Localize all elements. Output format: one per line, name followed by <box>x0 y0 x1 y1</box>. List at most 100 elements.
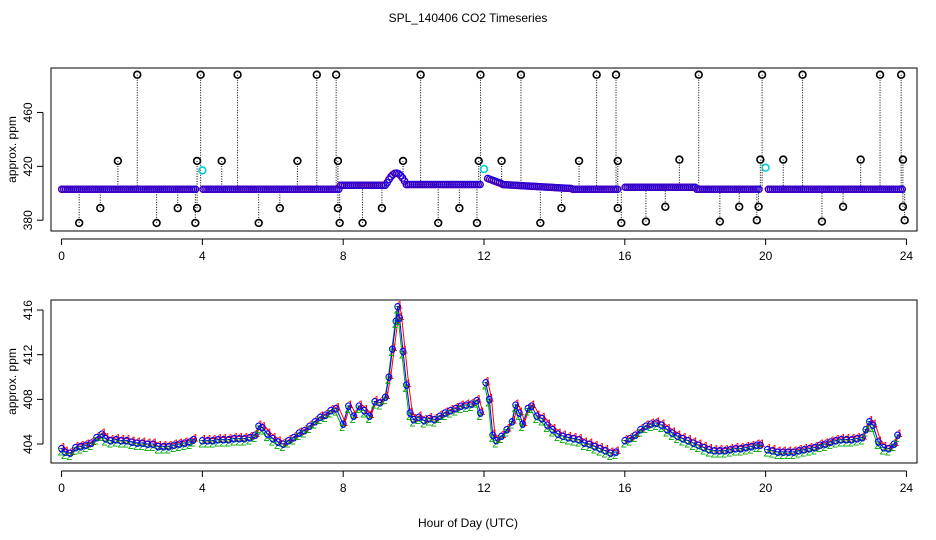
bottom-series-1-label: 1 <box>536 409 542 421</box>
bottom-series-2-label: 2 <box>431 417 437 429</box>
bottom-series-3-label: 3 <box>653 418 659 430</box>
bottom-series-2-label: 2 <box>355 404 361 416</box>
bottom-series-1-label: 1 <box>772 444 778 456</box>
bottom-x-axis: 0 4 8 12 16 20 24 <box>58 470 913 495</box>
top-x-tick-label: 0 <box>58 249 65 263</box>
bottom-series-3-label: 3 <box>555 429 561 441</box>
bottom-series-1-label: 1 <box>865 423 871 435</box>
top-outlier-marker <box>735 202 744 211</box>
bottom-series-2-label: 2 <box>559 434 565 446</box>
top-outlier-marker <box>875 70 885 79</box>
top-outlier-marker <box>196 70 205 79</box>
bottom-series-2-label: 2 <box>87 441 93 453</box>
bottom-series-2-label: 2 <box>570 436 576 448</box>
bottom-series-3-label: 3 <box>576 435 582 447</box>
bottom-x-tick-label: 8 <box>340 481 347 495</box>
bottom-series-3-label: 3 <box>210 436 216 448</box>
top-y-axis: 380 420 460 <box>21 102 44 230</box>
bottom-series-3-label: 3 <box>844 435 850 447</box>
bottom-series-3-label: 3 <box>458 401 464 413</box>
top-outlier-marker <box>398 156 408 166</box>
bottom-series-3-label: 3 <box>680 433 686 445</box>
bottom-series-1-label: 1 <box>391 342 397 354</box>
bottom-series-2-label: 2 <box>689 441 695 453</box>
bottom-series-2-label: 2 <box>181 441 187 453</box>
bottom-series-1-label: 1 <box>314 415 320 427</box>
bottom-x-tick-label: 0 <box>58 481 65 495</box>
bottom-series-2-label: 2 <box>117 439 123 451</box>
bottom-point-marker <box>848 436 856 444</box>
bottom-series-2-label: 2 <box>492 439 498 451</box>
bottom-series-1-label: 1 <box>877 435 883 447</box>
bottom-series-3-label: 3 <box>509 417 515 429</box>
bottom-point-marker <box>732 444 740 452</box>
bottom-series-3-label: 3 <box>67 448 73 460</box>
bottom-series-2-label: 2 <box>295 431 301 443</box>
top-outlier-marker <box>152 218 161 228</box>
bottom-series-3-label: 3 <box>312 417 318 429</box>
bottom-series-1-label: 1 <box>369 409 375 421</box>
bottom-point-marker <box>61 448 69 456</box>
bottom-series-1-label: 1 <box>527 401 533 413</box>
bottom-series-1-label: 1 <box>439 409 445 421</box>
bottom-series-3-label: 3 <box>205 436 211 448</box>
top-outlier-marker <box>592 70 601 79</box>
bottom-point-marker <box>769 447 777 455</box>
bottom-point-marker <box>726 446 734 454</box>
bottom-point-marker <box>72 443 80 451</box>
bottom-point-marker <box>175 440 183 448</box>
bottom-series-1-label: 1 <box>423 414 429 426</box>
bottom-point-marker <box>381 393 389 401</box>
bottom-point-marker <box>832 437 840 445</box>
bottom-series-1-label: 1 <box>557 427 563 439</box>
bottom-series-2-label: 2 <box>879 445 885 457</box>
bottom-series-2-label: 2 <box>311 420 317 432</box>
bottom-point-marker <box>482 379 490 387</box>
bottom-series-3-label: 3 <box>345 401 351 413</box>
top-outlier-marker <box>900 216 909 225</box>
bottom-series-2-label: 2 <box>123 439 129 451</box>
bottom-series-2-label: 2 <box>519 422 525 434</box>
top-outlier-marker <box>611 70 621 79</box>
bottom-series-2-label: 2 <box>366 414 372 426</box>
bottom-series-3-label: 3 <box>403 380 409 392</box>
bottom-series-3-label: 3 <box>632 430 638 442</box>
bottom-x-tick-label: 20 <box>759 481 773 495</box>
bottom-series-3-label: 3 <box>389 344 395 356</box>
bottom-series-1-label: 1 <box>405 378 411 390</box>
bottom-series-3-label: 3 <box>560 431 566 443</box>
bottom-series-2-label: 2 <box>138 441 144 453</box>
bottom-series-2-label: 2 <box>476 411 482 423</box>
bottom-series-3-label: 3 <box>99 429 105 441</box>
bottom-series-2-label: 2 <box>350 414 356 426</box>
bottom-series-1-label: 1 <box>640 423 646 435</box>
bottom-series-2-label: 2 <box>425 416 431 428</box>
bottom-point-marker <box>235 434 243 442</box>
bottom-series-3-label: 3 <box>377 398 383 410</box>
bottom-point-marker <box>219 436 227 444</box>
bottom-series-1-label: 1 <box>325 408 331 420</box>
bottom-series-1-label: 1 <box>266 427 272 439</box>
bottom-series-2-label: 2 <box>658 423 664 435</box>
bottom-point-marker <box>436 412 444 420</box>
bottom-series-1-label: 1 <box>379 396 385 408</box>
top-outlier-marker <box>96 203 105 213</box>
bottom-series-3-label: 3 <box>94 432 100 444</box>
bottom-series-3-label: 3 <box>58 443 64 455</box>
bottom-series-2-label: 2 <box>800 448 806 460</box>
bottom-series-2-label: 2 <box>306 424 312 436</box>
bottom-series-1-label: 1 <box>868 415 874 427</box>
bottom-point-marker <box>77 442 85 450</box>
bottom-series-3-label: 3 <box>664 425 670 437</box>
bottom-series-3-label: 3 <box>161 441 167 453</box>
bottom-series-3-label: 3 <box>764 445 770 457</box>
bottom-series-2-label: 2 <box>170 443 176 455</box>
bottom-series-1-label: 1 <box>546 418 552 430</box>
bottom-series-3-label: 3 <box>372 397 378 409</box>
bottom-series-1-label: 1 <box>272 431 278 443</box>
bottom-series-3-label: 3 <box>870 420 876 432</box>
bottom-point-marker <box>716 447 724 455</box>
top-outlier-marker <box>756 155 765 164</box>
bottom-series-1-label: 1 <box>277 435 283 447</box>
